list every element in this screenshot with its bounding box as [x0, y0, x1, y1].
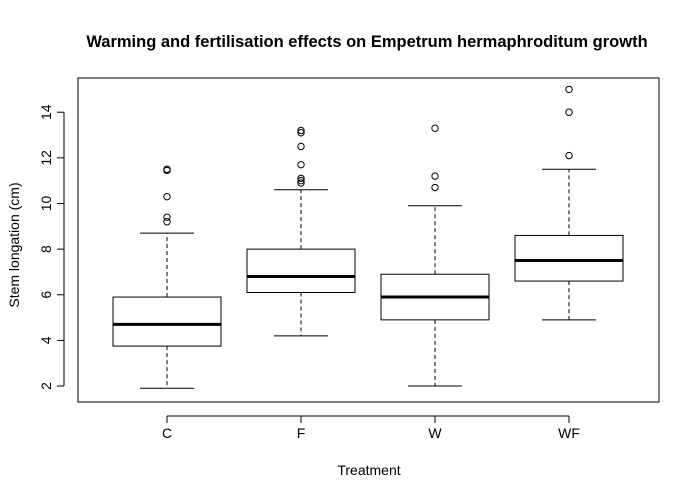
y-tick-label: 4 [38, 336, 54, 344]
outlier-point [163, 192, 171, 201]
x-tick-label: F [297, 425, 306, 441]
x-tick-label: WF [558, 425, 580, 441]
box-C [112, 165, 222, 389]
plot-frame [77, 77, 660, 403]
y-tick-label: 14 [38, 104, 54, 120]
y-axis-label: Stem longation (cm) [6, 182, 22, 307]
outlier-point [163, 165, 171, 173]
y-tick-label: 12 [38, 150, 54, 166]
boxes-group [112, 85, 624, 389]
box-iqr [112, 296, 222, 347]
outlier-point [431, 183, 439, 192]
outlier-point [431, 124, 439, 132]
outlier-point [565, 151, 573, 160]
box-F [246, 126, 356, 337]
y-tick-label: 8 [38, 245, 54, 253]
outlier-point [297, 174, 305, 183]
outlier-point [297, 142, 305, 151]
chart-title: Warming and fertilisation effects on Emp… [86, 33, 647, 51]
outlier-point [163, 213, 171, 221]
box-iqr [514, 234, 624, 282]
outlier-point [297, 126, 305, 135]
outlier-point [431, 172, 439, 180]
y-tick-label: 6 [38, 291, 54, 299]
outlier-point [297, 176, 305, 185]
x-axis: C F W WF [162, 415, 580, 441]
outlier-point [297, 161, 305, 169]
x-axis-label: Treatment [337, 462, 400, 478]
x-tick-label: W [428, 425, 442, 441]
y-axis: 2 4 6 8 10 12 14 [38, 104, 65, 390]
outlier-point [163, 218, 171, 226]
y-tick-label: 2 [38, 382, 54, 390]
outlier-point [565, 85, 573, 94]
box-WF [514, 85, 624, 321]
x-tick-label: C [162, 425, 172, 441]
outlier-point [565, 108, 573, 116]
box-W [380, 124, 490, 387]
outlier-point [297, 129, 305, 137]
y-tick-label: 10 [38, 195, 54, 211]
outlier-point [297, 179, 305, 187]
box-iqr [246, 248, 356, 293]
